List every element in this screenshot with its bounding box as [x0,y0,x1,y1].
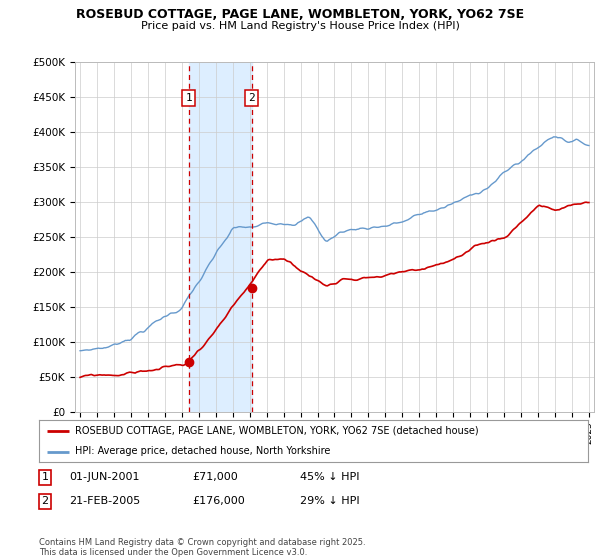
Text: Contains HM Land Registry data © Crown copyright and database right 2025.
This d: Contains HM Land Registry data © Crown c… [39,538,365,557]
Text: 2: 2 [41,496,49,506]
Text: ROSEBUD COTTAGE, PAGE LANE, WOMBLETON, YORK, YO62 7SE: ROSEBUD COTTAGE, PAGE LANE, WOMBLETON, Y… [76,8,524,21]
Text: Price paid vs. HM Land Registry's House Price Index (HPI): Price paid vs. HM Land Registry's House … [140,21,460,31]
Text: 21-FEB-2005: 21-FEB-2005 [69,496,140,506]
Text: £71,000: £71,000 [192,472,238,482]
Text: 2: 2 [248,94,255,104]
Text: ROSEBUD COTTAGE, PAGE LANE, WOMBLETON, YORK, YO62 7SE (detached house): ROSEBUD COTTAGE, PAGE LANE, WOMBLETON, Y… [74,426,478,436]
Text: 1: 1 [41,472,49,482]
Text: £176,000: £176,000 [192,496,245,506]
Text: 01-JUN-2001: 01-JUN-2001 [69,472,139,482]
Text: 29% ↓ HPI: 29% ↓ HPI [300,496,359,506]
Text: HPI: Average price, detached house, North Yorkshire: HPI: Average price, detached house, Nort… [74,446,330,456]
Text: 45% ↓ HPI: 45% ↓ HPI [300,472,359,482]
Bar [189,62,252,412]
Text: 1: 1 [185,94,193,104]
